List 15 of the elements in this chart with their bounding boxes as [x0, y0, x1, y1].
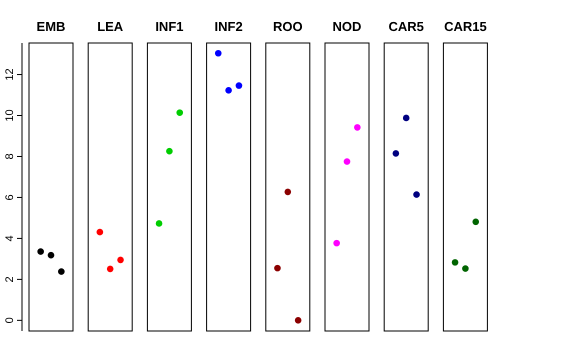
x-tick-label: EMB	[36, 19, 66, 34]
y-tick-label: 12	[4, 68, 16, 81]
x-tick-label: NOD	[332, 19, 362, 34]
y-tick-label: 8	[4, 153, 16, 160]
y-tick-label: 2	[4, 276, 16, 282]
y-tick-label: 4	[4, 235, 16, 242]
x-tick-label: INF1	[155, 19, 184, 34]
y-tick-label: 0	[4, 317, 16, 324]
x-tick-label: INF2	[214, 19, 243, 34]
x-tick-label: ROO	[272, 19, 303, 34]
y-tick-label: 10	[4, 109, 16, 122]
x-tick-label: CAR5	[388, 19, 424, 34]
x-tick-label: LEA	[97, 19, 124, 34]
y-tick-label: 6	[4, 194, 16, 201]
x-tick-label: CAR15	[444, 19, 487, 34]
